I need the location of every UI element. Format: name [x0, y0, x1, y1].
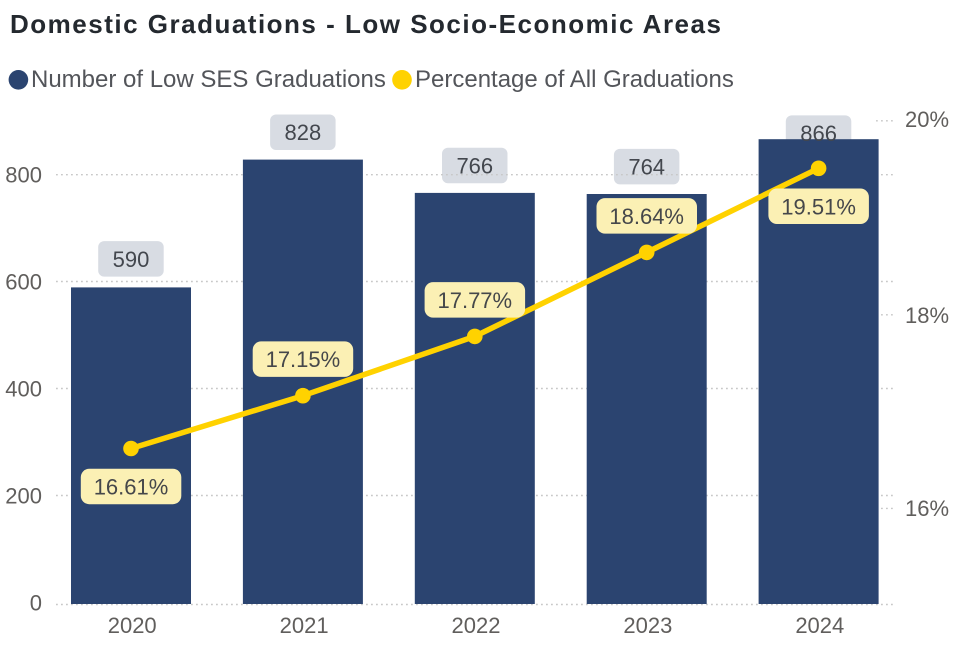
svg-text:200: 200	[5, 484, 42, 509]
svg-text:17.77%: 17.77%	[437, 288, 512, 313]
svg-text:766: 766	[456, 154, 493, 179]
svg-text:16%: 16%	[905, 496, 949, 521]
svg-text:0: 0	[30, 591, 42, 616]
svg-text:400: 400	[5, 377, 42, 402]
svg-text:800: 800	[5, 163, 42, 188]
svg-text:2021: 2021	[280, 613, 329, 638]
svg-text:20%: 20%	[905, 107, 949, 132]
svg-text:764: 764	[628, 155, 665, 180]
svg-text:17.15%: 17.15%	[266, 347, 341, 372]
svg-text:Domestic Graduations - Low Soc: Domestic Graduations - Low Socio-Economi…	[10, 9, 722, 39]
svg-text:866: 866	[800, 121, 837, 146]
svg-text:18.64%: 18.64%	[609, 204, 684, 229]
svg-text:600: 600	[5, 270, 42, 295]
svg-text:2023: 2023	[623, 613, 672, 638]
svg-text:2020: 2020	[108, 613, 157, 638]
svg-text:828: 828	[285, 120, 322, 145]
svg-text:19.51%: 19.51%	[781, 194, 856, 219]
svg-text:18%: 18%	[905, 303, 949, 328]
svg-text:590: 590	[113, 247, 150, 272]
svg-text:Number of Low SES Graduations: Number of Low SES Graduations	[31, 66, 386, 93]
svg-text:2022: 2022	[452, 613, 501, 638]
svg-text:2024: 2024	[795, 613, 844, 638]
svg-text:16.61%: 16.61%	[94, 475, 169, 500]
svg-text:Percentage of All Graduations: Percentage of All Graduations	[415, 66, 734, 93]
